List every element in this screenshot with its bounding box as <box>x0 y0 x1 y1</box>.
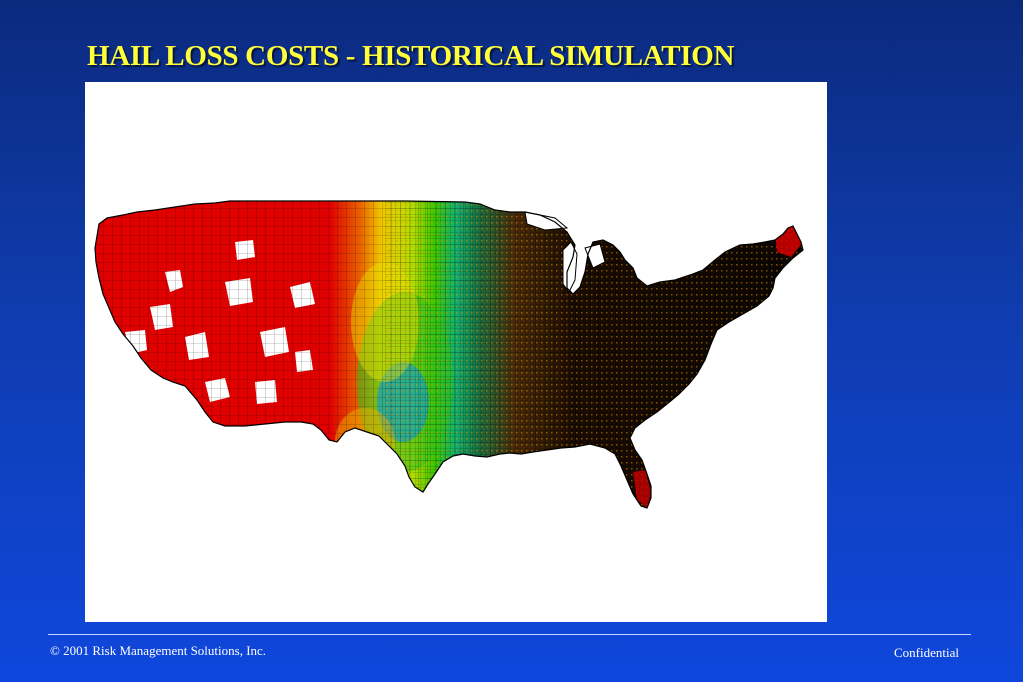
lake-michigan <box>562 241 578 293</box>
map-body <box>95 201 803 508</box>
confidential-label: Confidential <box>894 645 959 660</box>
footer-divider <box>48 634 971 635</box>
slide-title: HAIL LOSS COSTS - HISTORICAL SIMULATION <box>87 40 735 72</box>
lake-superior <box>524 211 569 231</box>
map-panel <box>85 82 827 622</box>
copyright-text: © 2001 Risk Management Solutions, Inc. <box>50 643 267 658</box>
us-hail-loss-map <box>94 200 804 509</box>
